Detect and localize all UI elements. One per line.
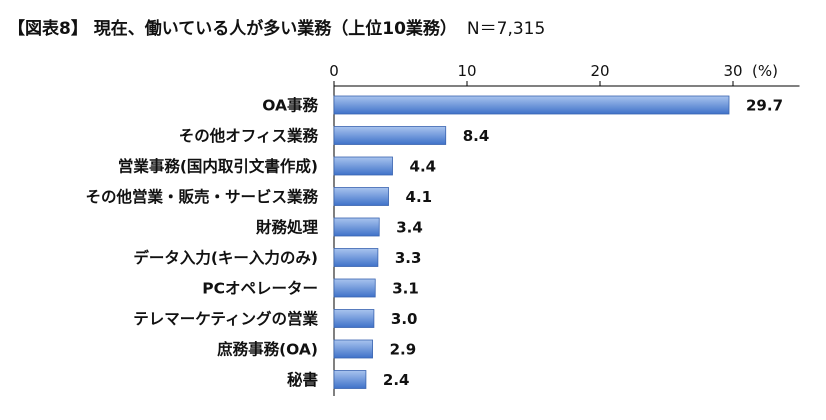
bar xyxy=(333,95,730,115)
bar xyxy=(333,278,376,298)
category-label: 秘書 xyxy=(287,370,318,389)
x-tick-label: 20 xyxy=(590,62,609,80)
bar xyxy=(333,248,379,267)
bar xyxy=(333,309,375,328)
bar xyxy=(333,217,380,237)
chart-title: 【図表8】 現在、働いている人が多い業務（上位10業務） N＝7,315 xyxy=(8,14,545,39)
bar xyxy=(333,126,447,145)
data-label: 2.4 xyxy=(383,371,410,389)
data-label: 29.7 xyxy=(746,97,783,115)
data-label: 4.1 xyxy=(406,188,433,206)
category-label: 営業事務(国内取引文書作成) xyxy=(118,157,318,176)
data-label: 3.0 xyxy=(391,310,418,328)
category-label: テレマーケティングの営業 xyxy=(133,309,318,328)
chart-title-text: 【図表8】 現在、働いている人が多い業務（上位10業務） xyxy=(8,19,457,39)
data-label: 8.4 xyxy=(463,127,490,145)
sample-size: N＝7,315 xyxy=(466,19,546,39)
x-tick-label: 0 xyxy=(329,62,339,80)
category-label: 財務処理 xyxy=(256,218,319,237)
x-axis-unit-label: (%) xyxy=(752,62,778,80)
bar xyxy=(333,339,373,359)
category-label: 庶務事務(OA) xyxy=(217,340,318,359)
x-tick-label: 10 xyxy=(457,62,476,80)
data-label: 4.4 xyxy=(410,158,437,176)
category-label: その他オフィス業務 xyxy=(179,126,319,145)
category-label: OA事務 xyxy=(262,96,318,115)
data-label: 2.9 xyxy=(390,341,417,359)
data-label: 3.4 xyxy=(396,219,423,237)
category-label: データ入力(キー入力のみ) xyxy=(133,248,318,267)
bar xyxy=(333,370,367,389)
data-label: 3.3 xyxy=(395,249,422,267)
bar xyxy=(333,156,393,176)
bar xyxy=(333,187,389,206)
category-label: PCオペレーター xyxy=(202,280,318,298)
x-tick-label: 30 xyxy=(723,62,742,80)
data-label: 3.1 xyxy=(392,280,419,298)
category-label: その他営業・販売・サービス業務 xyxy=(85,187,318,206)
